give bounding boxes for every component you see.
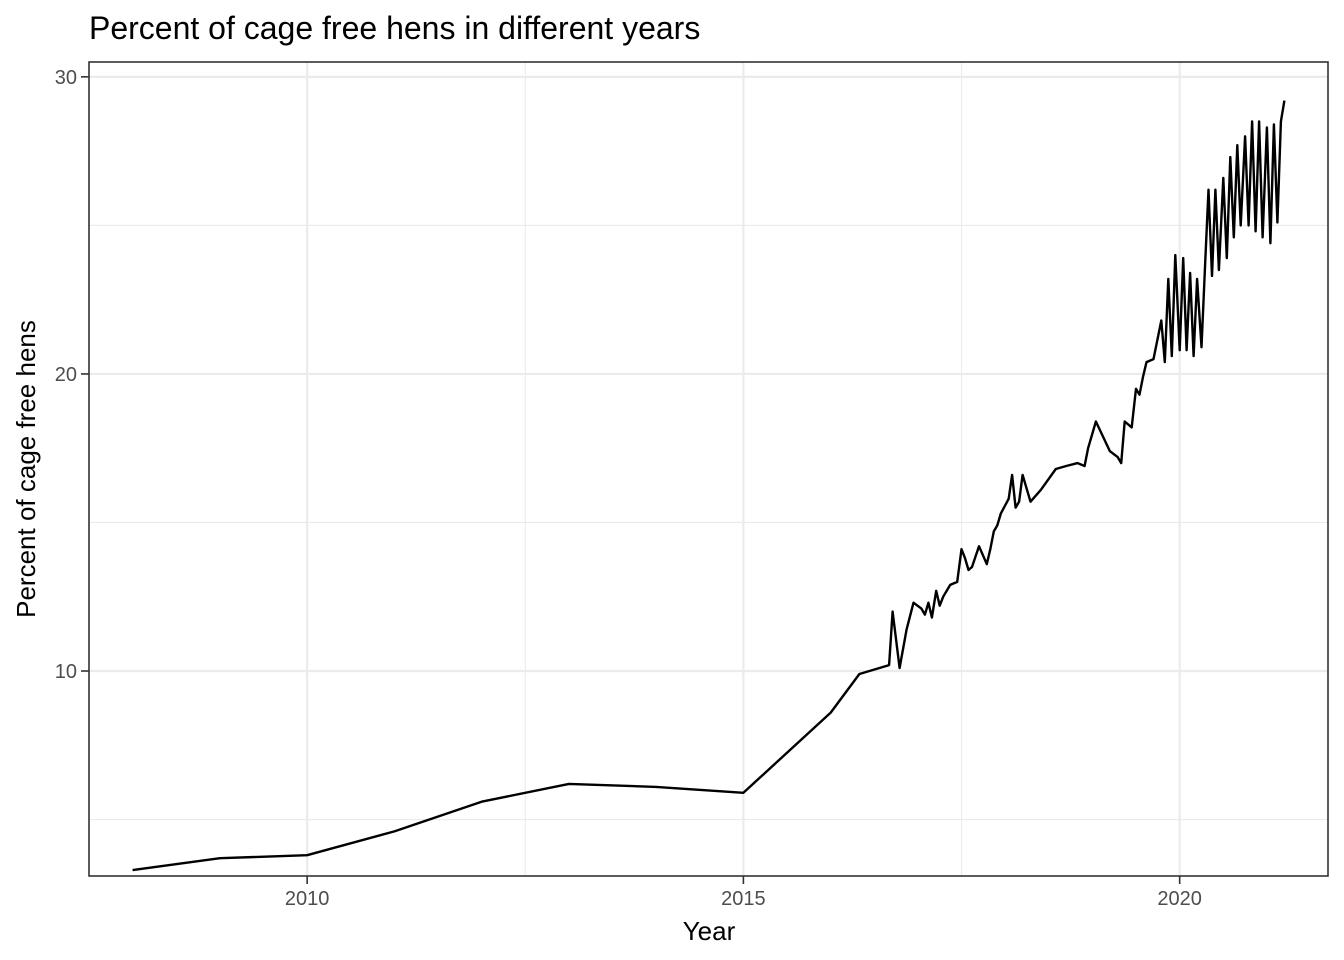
major-gridlines-x [306, 62, 1181, 876]
y-tick-label: 30 [55, 67, 77, 89]
y-axis-title: Percent of cage free hens [11, 320, 41, 618]
y-tick-label: 10 [55, 661, 77, 683]
x-axis-title: Year [683, 916, 736, 946]
x-tick-label: 2015 [721, 888, 766, 910]
x-tick-label: 2020 [1157, 888, 1202, 910]
minor-gridlines-x [88, 62, 963, 876]
series-line [132, 100, 1286, 872]
x-tick-label: 2010 [285, 888, 330, 910]
major-gridlines-y [89, 75, 1328, 673]
x-axis-ticks: 2010 2015 2020 [285, 876, 1202, 910]
minor-gridlines-y [89, 224, 1328, 821]
plot-panel-border [88, 61, 1329, 877]
y-axis-ticks: 10 20 30 [55, 67, 89, 683]
chart-title: Percent of cage free hens in different y… [89, 10, 700, 46]
y-tick-label: 20 [55, 364, 77, 386]
